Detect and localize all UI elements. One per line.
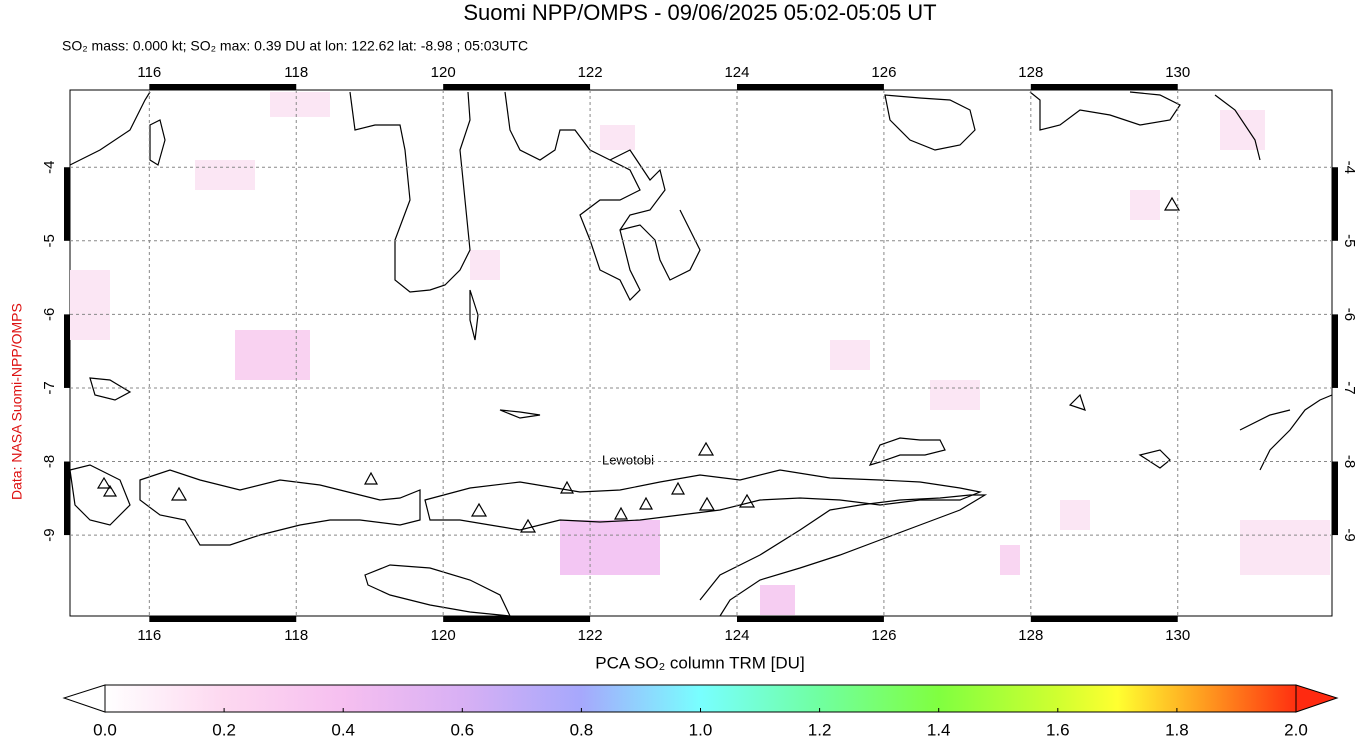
frame-segment <box>736 84 884 90</box>
colorbar-tick-label: 0.4 <box>331 720 355 739</box>
colorbar-low-arrow <box>62 684 106 713</box>
lon-tick-label-bottom: 130 <box>1165 627 1190 644</box>
lat-tick-label-right: -6 <box>1341 308 1358 321</box>
lat-tick-label-left: -7 <box>41 381 58 394</box>
colorbar-tick-label: 1.0 <box>689 720 713 739</box>
lon-tick-label-bottom: 118 <box>284 627 308 644</box>
lat-tick-label-left: -6 <box>41 308 58 321</box>
colorbar-label: PCA SO₂ column TRM [DU] <box>595 653 804 672</box>
lon-tick-label-top: 126 <box>871 64 896 81</box>
frame-segment <box>64 167 70 241</box>
frame-segment <box>1030 84 1178 90</box>
lat-tick-label-right: -7 <box>1341 381 1358 394</box>
frame-segment <box>443 616 591 622</box>
colorbar-bar <box>104 684 1297 713</box>
colorbar-tick-label: 2.0 <box>1284 720 1308 739</box>
lat-tick-label-left: -9 <box>41 528 58 541</box>
lat-tick-label-right: -4 <box>1341 161 1358 174</box>
frame-segment <box>1332 314 1338 388</box>
colorbar-high-arrow <box>1295 684 1339 713</box>
colorbar-tick-label: 1.4 <box>927 720 951 739</box>
lat-tick-label-left: -4 <box>41 161 58 174</box>
lon-tick-label-top: 118 <box>284 64 308 81</box>
frame-segment <box>1332 167 1338 241</box>
frame-segment <box>443 84 591 90</box>
lat-tick-label-left: -8 <box>41 455 58 468</box>
lon-tick-label-bottom: 122 <box>578 627 603 644</box>
lon-tick-label-top: 116 <box>137 64 161 81</box>
lon-tick-label-bottom: 128 <box>1018 627 1043 644</box>
colorbar-tick-label: 0.2 <box>212 720 236 739</box>
colorbar-tick-label: 0.6 <box>450 720 474 739</box>
frame-segment <box>1030 616 1178 622</box>
lon-tick-label-bottom: 124 <box>724 627 749 644</box>
title: Suomi NPP/OMPS - 09/06/2025 05:02-05:05 … <box>463 0 936 25</box>
lon-tick-label-top: 124 <box>724 64 749 81</box>
lat-tick-label-right: -8 <box>1341 455 1358 468</box>
colorbar-tick-label: 1.2 <box>808 720 832 739</box>
colorbar-tick-label: 1.6 <box>1046 720 1070 739</box>
frame-segment <box>149 616 297 622</box>
side-label: Data: NASA Suomi-NPP/OMPS <box>9 303 25 500</box>
volcanoes <box>96 196 1181 533</box>
frame-segment <box>149 84 297 90</box>
lon-tick-label-bottom: 120 <box>431 627 456 644</box>
volcano-label: Lewotobi <box>602 452 654 467</box>
lon-tick-label-bottom: 116 <box>137 627 161 644</box>
lon-tick-label-top: 128 <box>1018 64 1043 81</box>
frame-segment <box>736 616 884 622</box>
frame-segment <box>64 461 70 536</box>
map: Lewotobi <box>69 89 1333 617</box>
lat-tick-label-left: -5 <box>41 234 58 247</box>
lon-tick-label-bottom: 126 <box>871 627 896 644</box>
lon-tick-label-top: 120 <box>431 64 456 81</box>
so2-pixels <box>70 92 1330 615</box>
coastlines <box>69 91 1333 617</box>
lat-tick-label-right: -9 <box>1341 528 1358 541</box>
colorbar: PCA SO₂ column TRM [DU] <box>62 653 1339 713</box>
frame-segment <box>64 314 70 388</box>
colorbar-tick-label: 1.8 <box>1165 720 1189 739</box>
subtitle: SO₂ mass: 0.000 kt; SO₂ max: 0.39 DU at … <box>62 38 528 54</box>
frame-segment <box>1332 461 1338 536</box>
colorbar-tick-label: 0.8 <box>570 720 594 739</box>
lon-tick-label-top: 122 <box>578 64 603 81</box>
lon-tick-label-top: 130 <box>1165 64 1190 81</box>
lat-tick-label-right: -5 <box>1341 234 1358 247</box>
colorbar-tick-label: 0.0 <box>93 720 117 739</box>
